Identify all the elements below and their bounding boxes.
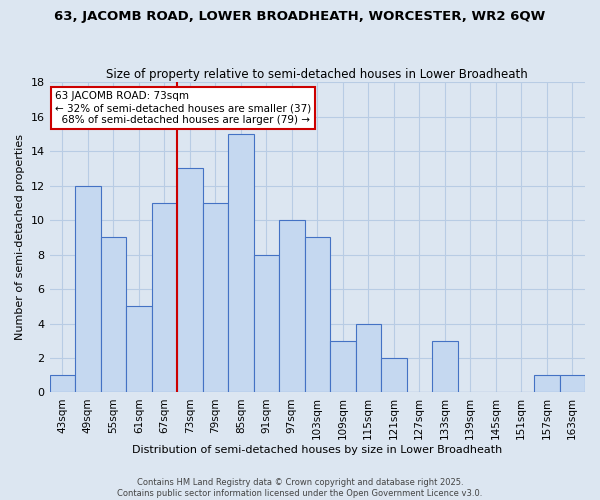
Y-axis label: Number of semi-detached properties: Number of semi-detached properties: [15, 134, 25, 340]
X-axis label: Distribution of semi-detached houses by size in Lower Broadheath: Distribution of semi-detached houses by …: [132, 445, 502, 455]
Bar: [560, 375, 585, 392]
Bar: [534, 375, 560, 392]
Bar: [254, 254, 279, 392]
Bar: [381, 358, 407, 392]
Bar: [75, 186, 101, 392]
Text: 63 JACOMB ROAD: 73sqm
← 32% of semi-detached houses are smaller (37)
  68% of se: 63 JACOMB ROAD: 73sqm ← 32% of semi-deta…: [55, 92, 311, 124]
Bar: [305, 238, 330, 392]
Bar: [152, 203, 177, 392]
Bar: [126, 306, 152, 392]
Bar: [203, 203, 228, 392]
Text: Contains HM Land Registry data © Crown copyright and database right 2025.
Contai: Contains HM Land Registry data © Crown c…: [118, 478, 482, 498]
Text: 63, JACOMB ROAD, LOWER BROADHEATH, WORCESTER, WR2 6QW: 63, JACOMB ROAD, LOWER BROADHEATH, WORCE…: [55, 10, 545, 23]
Title: Size of property relative to semi-detached houses in Lower Broadheath: Size of property relative to semi-detach…: [106, 68, 528, 81]
Bar: [228, 134, 254, 392]
Bar: [330, 340, 356, 392]
Bar: [50, 375, 75, 392]
Bar: [356, 324, 381, 392]
Bar: [279, 220, 305, 392]
Bar: [432, 340, 458, 392]
Bar: [101, 238, 126, 392]
Bar: [177, 168, 203, 392]
